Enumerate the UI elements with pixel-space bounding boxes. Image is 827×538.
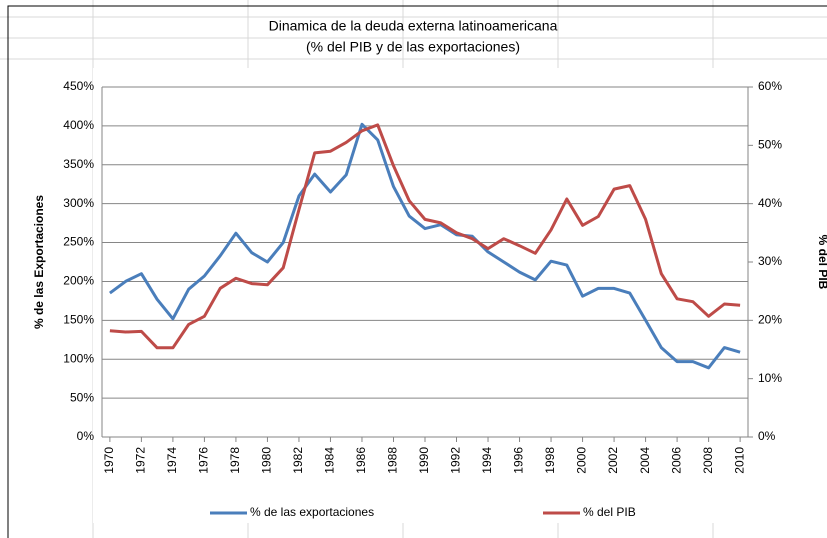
series-line — [109, 122, 741, 370]
x-tick-label: 1994 — [480, 447, 494, 474]
x-tick-label: 2008 — [701, 447, 715, 474]
y-tick-label: 0% — [77, 429, 95, 443]
y2-tick-label: 0% — [758, 429, 776, 443]
x-tick-label: 1976 — [197, 447, 211, 474]
series-line — [109, 123, 741, 350]
y2-tick-label: 30% — [758, 254, 782, 268]
x-tick-label: 1988 — [386, 447, 400, 474]
x-tick-label: 1984 — [323, 447, 337, 474]
y2-tick-label: 60% — [758, 79, 782, 93]
y2-tick-label: 40% — [758, 196, 782, 210]
y-tick-label: 450% — [63, 79, 94, 93]
y-tick-label: 300% — [63, 196, 94, 210]
y-tick-label: 200% — [63, 274, 94, 288]
legend-label: % del PIB — [583, 505, 636, 519]
y-axis-label: % de las Exportaciones — [32, 195, 46, 329]
y-tick-label: 50% — [70, 390, 94, 404]
chart-title: Dinamica de la deuda externa latinoameri… — [269, 18, 558, 34]
x-tick-label: 1982 — [291, 447, 305, 474]
x-tick-label: 2010 — [732, 447, 746, 474]
x-tick-label: 1986 — [354, 447, 368, 474]
x-tick-label: 1978 — [228, 447, 242, 474]
x-tick-label: 2002 — [606, 447, 620, 474]
x-tick-label: 2006 — [669, 447, 683, 474]
x-tick-label: 1996 — [512, 447, 526, 474]
y-tick-label: 350% — [63, 157, 94, 171]
x-tick-label: 1970 — [102, 447, 116, 474]
x-tick-label: 1990 — [417, 447, 431, 474]
x-tick-label: 2000 — [575, 447, 589, 474]
y-tick-label: 150% — [63, 313, 94, 327]
legend-label: % de las exportaciones — [250, 505, 374, 519]
x-tick-label: 1992 — [449, 447, 463, 474]
y-tick-label: 400% — [63, 118, 94, 132]
y2-tick-label: 50% — [758, 138, 782, 152]
chart-subtitle: (% del PIB y de las exportaciones) — [306, 39, 520, 55]
x-tick-label: 2004 — [638, 447, 652, 474]
y2-axis-label: % del PIB — [816, 235, 827, 290]
y2-tick-label: 10% — [758, 371, 782, 385]
y-tick-label: 250% — [63, 235, 94, 249]
x-tick-label: 1998 — [543, 447, 557, 474]
chart-frame — [7, 5, 827, 538]
x-tick-label: 1972 — [134, 447, 148, 474]
x-tick-label: 1980 — [260, 447, 274, 474]
x-tick-label: 1974 — [165, 447, 179, 474]
y2-tick-label: 20% — [758, 313, 782, 327]
y-tick-label: 100% — [63, 351, 94, 365]
